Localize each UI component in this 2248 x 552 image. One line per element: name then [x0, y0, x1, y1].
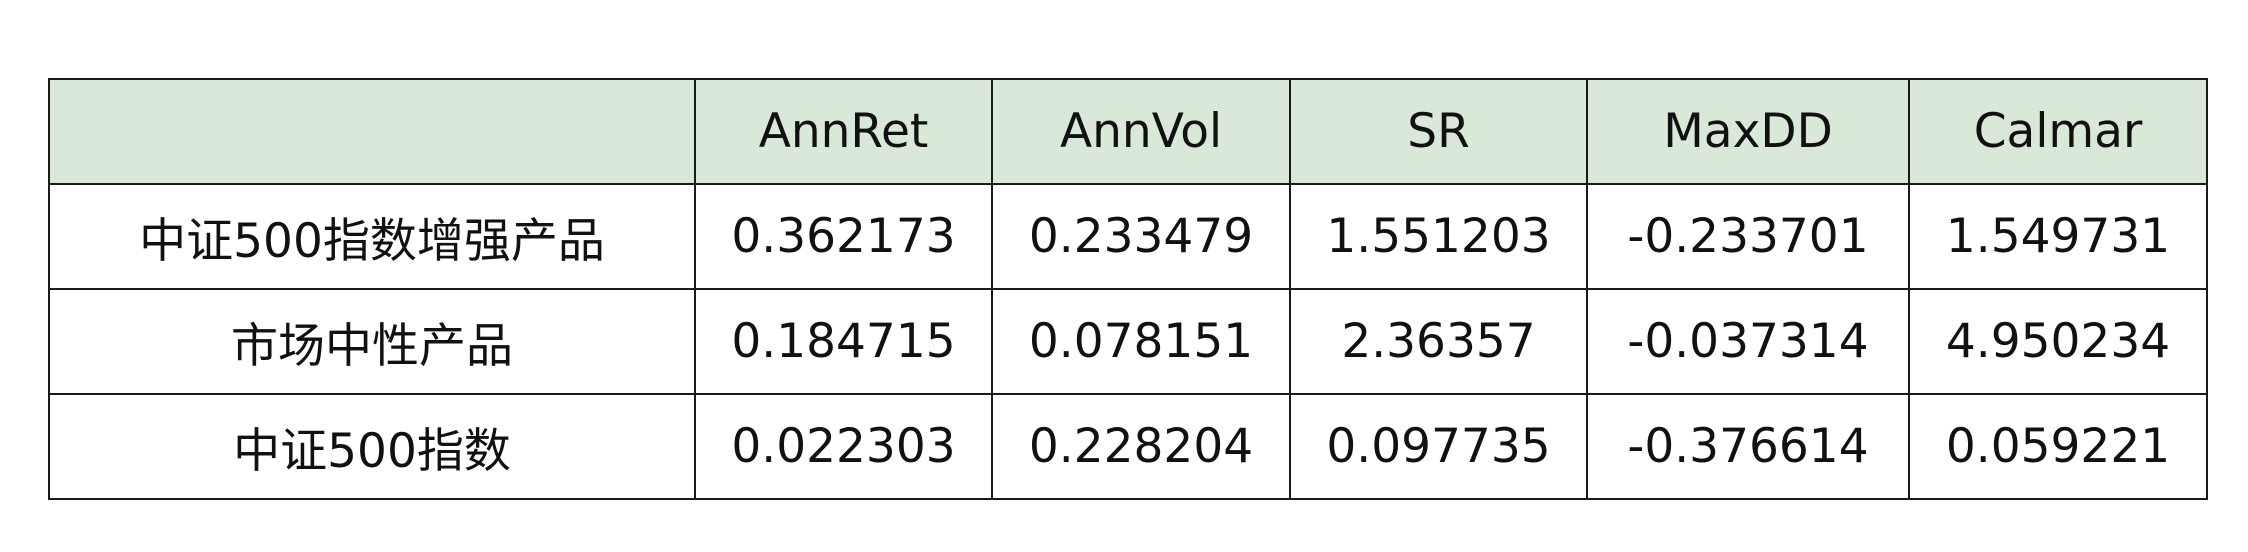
table-row: 市场中性产品 0.184715 0.078151 2.36357 -0.0373…: [48, 288, 2208, 395]
annvol-cell: 0.078151: [991, 288, 1291, 395]
annret-cell: 0.022303: [694, 393, 993, 500]
table-row: 中证500指数增强产品 0.362173 0.233479 1.551203 -…: [48, 183, 2208, 290]
row-label-cell: 中证500指数增强产品: [48, 183, 696, 290]
sr-cell: 0.097735: [1289, 393, 1588, 500]
maxdd-cell: -0.037314: [1586, 288, 1910, 395]
annret-cell: 0.362173: [694, 183, 993, 290]
calmar-cell: 1.549731: [1908, 183, 2208, 290]
sr-cell: 2.36357: [1289, 288, 1588, 395]
annret-cell: 0.184715: [694, 288, 993, 395]
header-cell-sr: SR: [1289, 78, 1588, 185]
header-cell-maxdd: MaxDD: [1586, 78, 1910, 185]
row-label-cell: 中证500指数: [48, 393, 696, 500]
header-row: AnnRet AnnVol SR MaxDD Calmar: [48, 78, 2208, 185]
metrics-table: AnnRet AnnVol SR MaxDD Calmar 中证500指数增强产…: [48, 78, 2208, 500]
header-cell-annvol: AnnVol: [991, 78, 1291, 185]
row-label-cell: 市场中性产品: [48, 288, 696, 395]
annvol-cell: 0.228204: [991, 393, 1291, 500]
calmar-cell: 0.059221: [1908, 393, 2208, 500]
sr-cell: 1.551203: [1289, 183, 1588, 290]
metrics-table-container: AnnRet AnnVol SR MaxDD Calmar 中证500指数增强产…: [48, 78, 2208, 500]
header-cell-annret: AnnRet: [694, 78, 993, 185]
maxdd-cell: -0.233701: [1586, 183, 1910, 290]
table-row: 中证500指数 0.022303 0.228204 0.097735 -0.37…: [48, 393, 2208, 500]
maxdd-cell: -0.376614: [1586, 393, 1910, 500]
annvol-cell: 0.233479: [991, 183, 1291, 290]
calmar-cell: 4.950234: [1908, 288, 2208, 395]
header-cell-corner: [48, 78, 696, 185]
header-cell-calmar: Calmar: [1908, 78, 2208, 185]
